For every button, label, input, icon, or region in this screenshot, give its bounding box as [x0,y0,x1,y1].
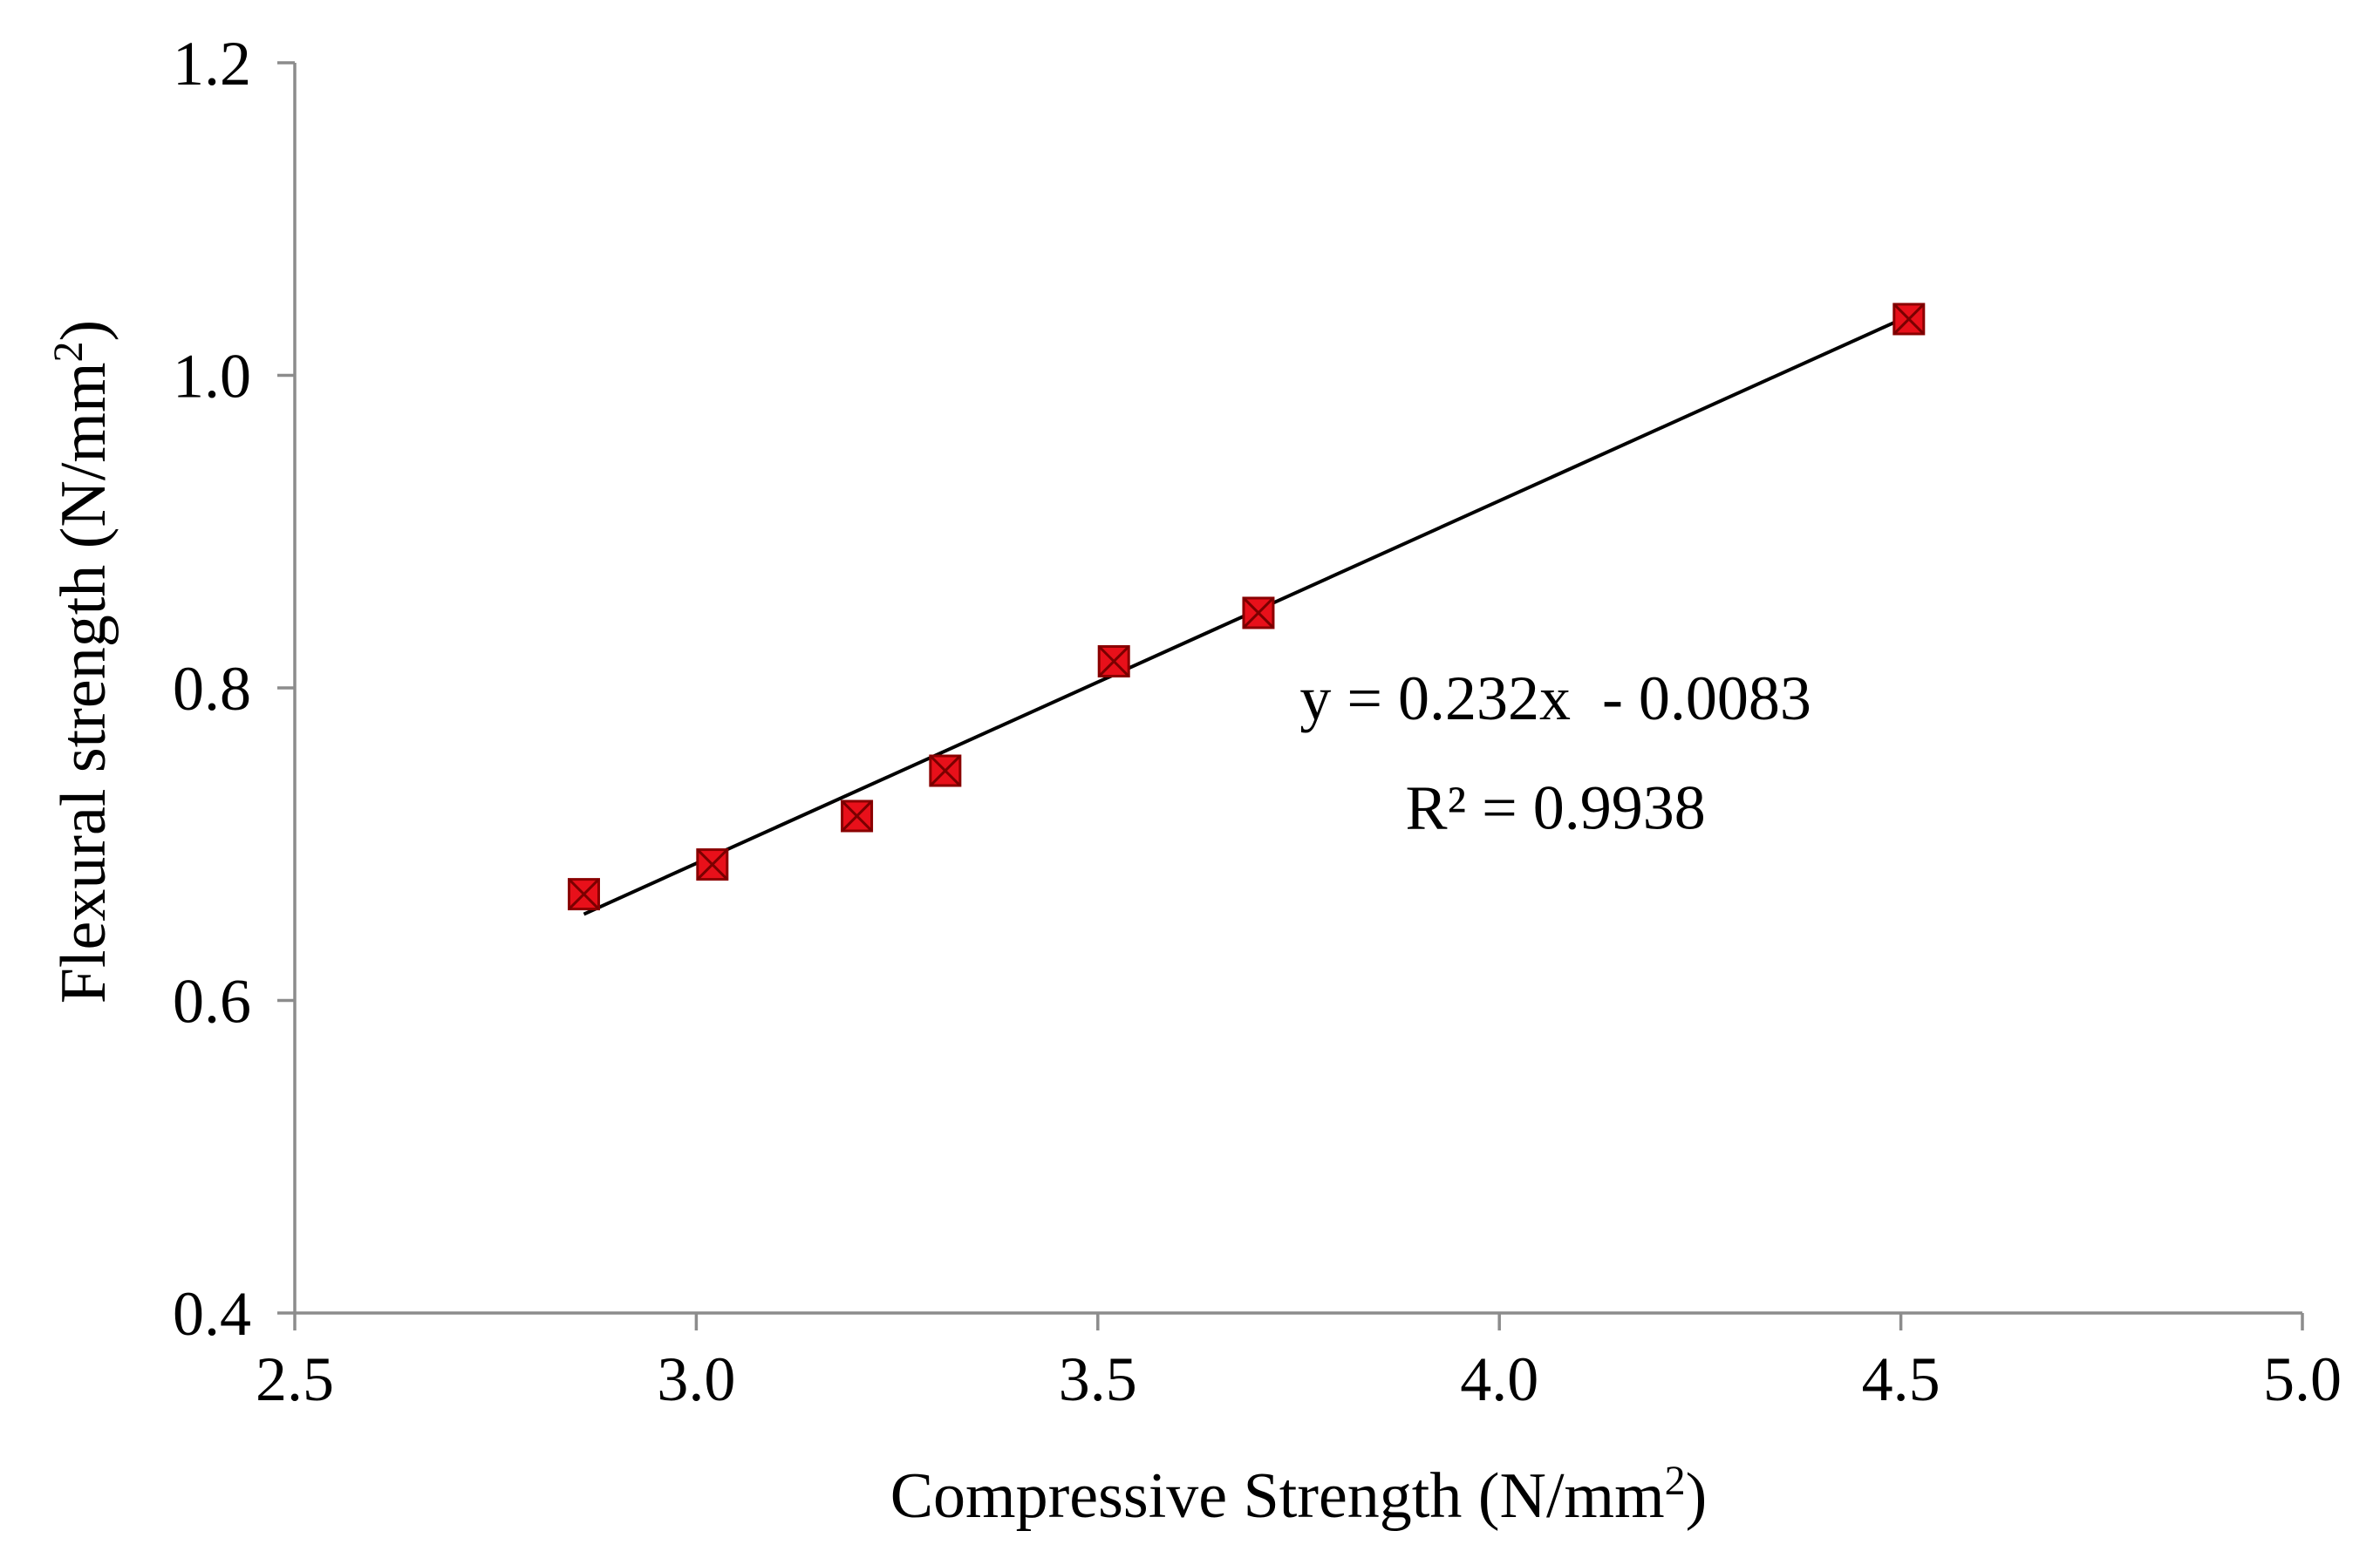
x-tick-label: 3.0 [657,1344,735,1414]
data-point-cross [696,848,728,881]
data-point [1097,645,1130,678]
y-axis-title-text: Flexural strength (N/mm [48,362,119,1004]
y-ticks: 0.4 0.6 0.8 1.0 1.2 [173,29,295,1349]
y-tick-label: 1.0 [173,342,251,412]
y-axis-title-close: ) [48,320,119,342]
data-point [1242,596,1275,629]
trendline-r-squared: R² = 0.9938 [1406,772,1706,842]
trendline-equation: y = 0.232x - 0.0083 [1299,663,1811,733]
x-axis-title-close: ) [1686,1460,1708,1532]
y-tick-label: 0.8 [173,654,251,724]
axes [293,63,2302,1315]
data-point-cross [568,878,600,910]
x-axis-title-superscript: 2 [1665,1458,1686,1504]
y-tick-label: 1.2 [173,29,251,99]
x-axis-title-text: Compressive Strength (N/mm [890,1460,1665,1532]
x-tick-label: 4.5 [1862,1344,1940,1414]
data-point [567,878,600,911]
data-point [929,754,962,787]
data-point-cross [1892,303,1925,336]
data-point-cross [929,754,961,787]
x-ticks: 2.5 3.0 3.5 4.0 4.5 5.0 [256,1313,2342,1414]
data-point [1892,303,1926,336]
data-point [696,848,729,881]
x-tick-label: 4.0 [1460,1344,1538,1414]
x-axis-title: Compressive Strength (N/mm2) [890,1458,1708,1532]
y-tick-label: 0.6 [173,967,251,1037]
y-axis-title: Flexural strength (N/mm2) [45,320,119,1004]
y-axis-title-superscript: 2 [45,341,92,362]
data-points [567,303,1926,911]
data-point [841,799,874,833]
x-tick-label: 2.5 [256,1344,334,1414]
data-point-cross [1098,645,1130,677]
x-tick-label: 3.5 [1059,1344,1137,1414]
x-tick-label: 5.0 [2263,1344,2342,1414]
y-tick-label: 0.4 [173,1279,251,1349]
data-point-cross [841,799,873,833]
data-point-cross [1242,596,1275,629]
